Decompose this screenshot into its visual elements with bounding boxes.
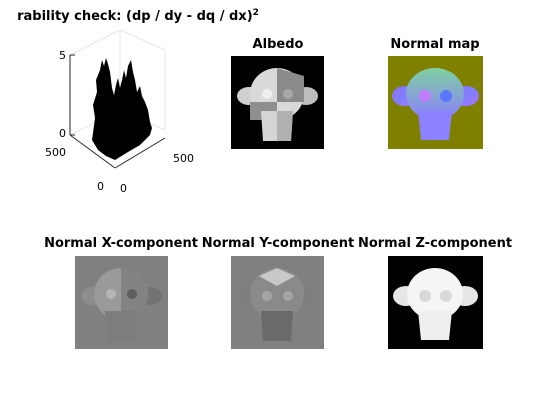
surface-plot-title: rability check: (dp / dy - dq / dx)2 bbox=[17, 8, 259, 24]
normal-z-image bbox=[388, 256, 483, 349]
normal-z-title: Normal Z-component bbox=[357, 236, 513, 251]
normal-x-image bbox=[75, 256, 168, 349]
albedo-image bbox=[231, 56, 324, 149]
normal-x-title: Normal X-component bbox=[44, 236, 198, 251]
normal-map-title: Normal map bbox=[390, 37, 480, 52]
z-tick-0: 0 bbox=[59, 127, 66, 140]
x-tick-500: 500 bbox=[173, 152, 194, 165]
surface-mesh bbox=[92, 58, 152, 160]
normal-y-title: Normal Y-component bbox=[201, 236, 355, 251]
y-tick-500: 500 bbox=[45, 146, 66, 159]
y-axis-line bbox=[69, 134, 116, 169]
surface-plot-axes bbox=[69, 29, 166, 169]
albedo-title: Albedo bbox=[252, 37, 304, 52]
x-tick-0: 0 bbox=[120, 182, 127, 195]
z-tick-5: 5 bbox=[59, 49, 66, 62]
y-tick-0: 0 bbox=[97, 180, 104, 193]
x-axis-line bbox=[114, 137, 166, 169]
normal-map-image bbox=[388, 56, 483, 149]
normal-y-image bbox=[231, 256, 324, 349]
surface-plot bbox=[0, 0, 210, 210]
